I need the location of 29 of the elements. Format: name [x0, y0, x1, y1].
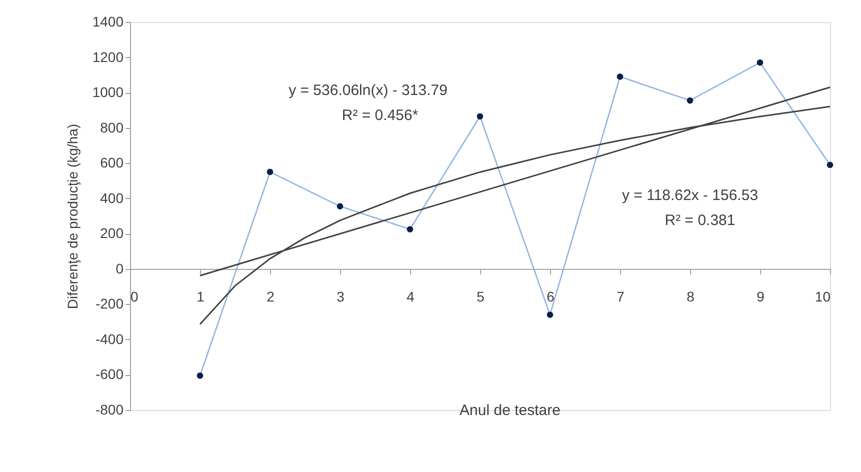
x-tick-label: 1	[196, 288, 205, 304]
x-tick-label: 10	[814, 288, 831, 304]
x-tick-label: 6	[546, 288, 555, 304]
y-tick-label: 1200	[92, 48, 124, 65]
x-tick-label: 2	[266, 288, 275, 304]
y-tick-label: 0	[116, 260, 124, 276]
annotation: R² = 0.381	[664, 212, 736, 229]
x-axis-title: Anul de testare	[460, 402, 560, 419]
x-tick-label: 8	[686, 288, 695, 304]
x-tick-label: 9	[756, 288, 765, 304]
annotation: R² = 0.456*	[342, 107, 418, 124]
x-tick-label: 7	[616, 288, 625, 304]
y-tick-label: -200	[95, 296, 124, 312]
y-tick-label: 800	[100, 119, 124, 136]
annotation: y = 536.06ln(x) - 313.79	[288, 82, 448, 99]
x-tick-label: 4	[406, 288, 415, 304]
y-tick-label: -800	[95, 402, 124, 418]
y-tick-label: -600	[95, 366, 124, 382]
annotation: y = 118.62x - 156.53	[622, 187, 758, 204]
x-tick-label: 0	[130, 288, 138, 304]
y-tick-label: -400	[95, 330, 124, 347]
y-tick-label: 200	[100, 225, 124, 242]
y-tick-label: 400	[100, 190, 124, 206]
y-axis-title: Diferenţe de producţie (kg/ha)	[64, 124, 80, 310]
x-tick-label: 3	[336, 288, 345, 304]
x-tick-label: 5	[476, 288, 485, 304]
y-tick-label: 1400	[92, 14, 124, 30]
y-tick-label: 600	[100, 154, 124, 171]
y-tick-label: 1000	[92, 84, 124, 100]
